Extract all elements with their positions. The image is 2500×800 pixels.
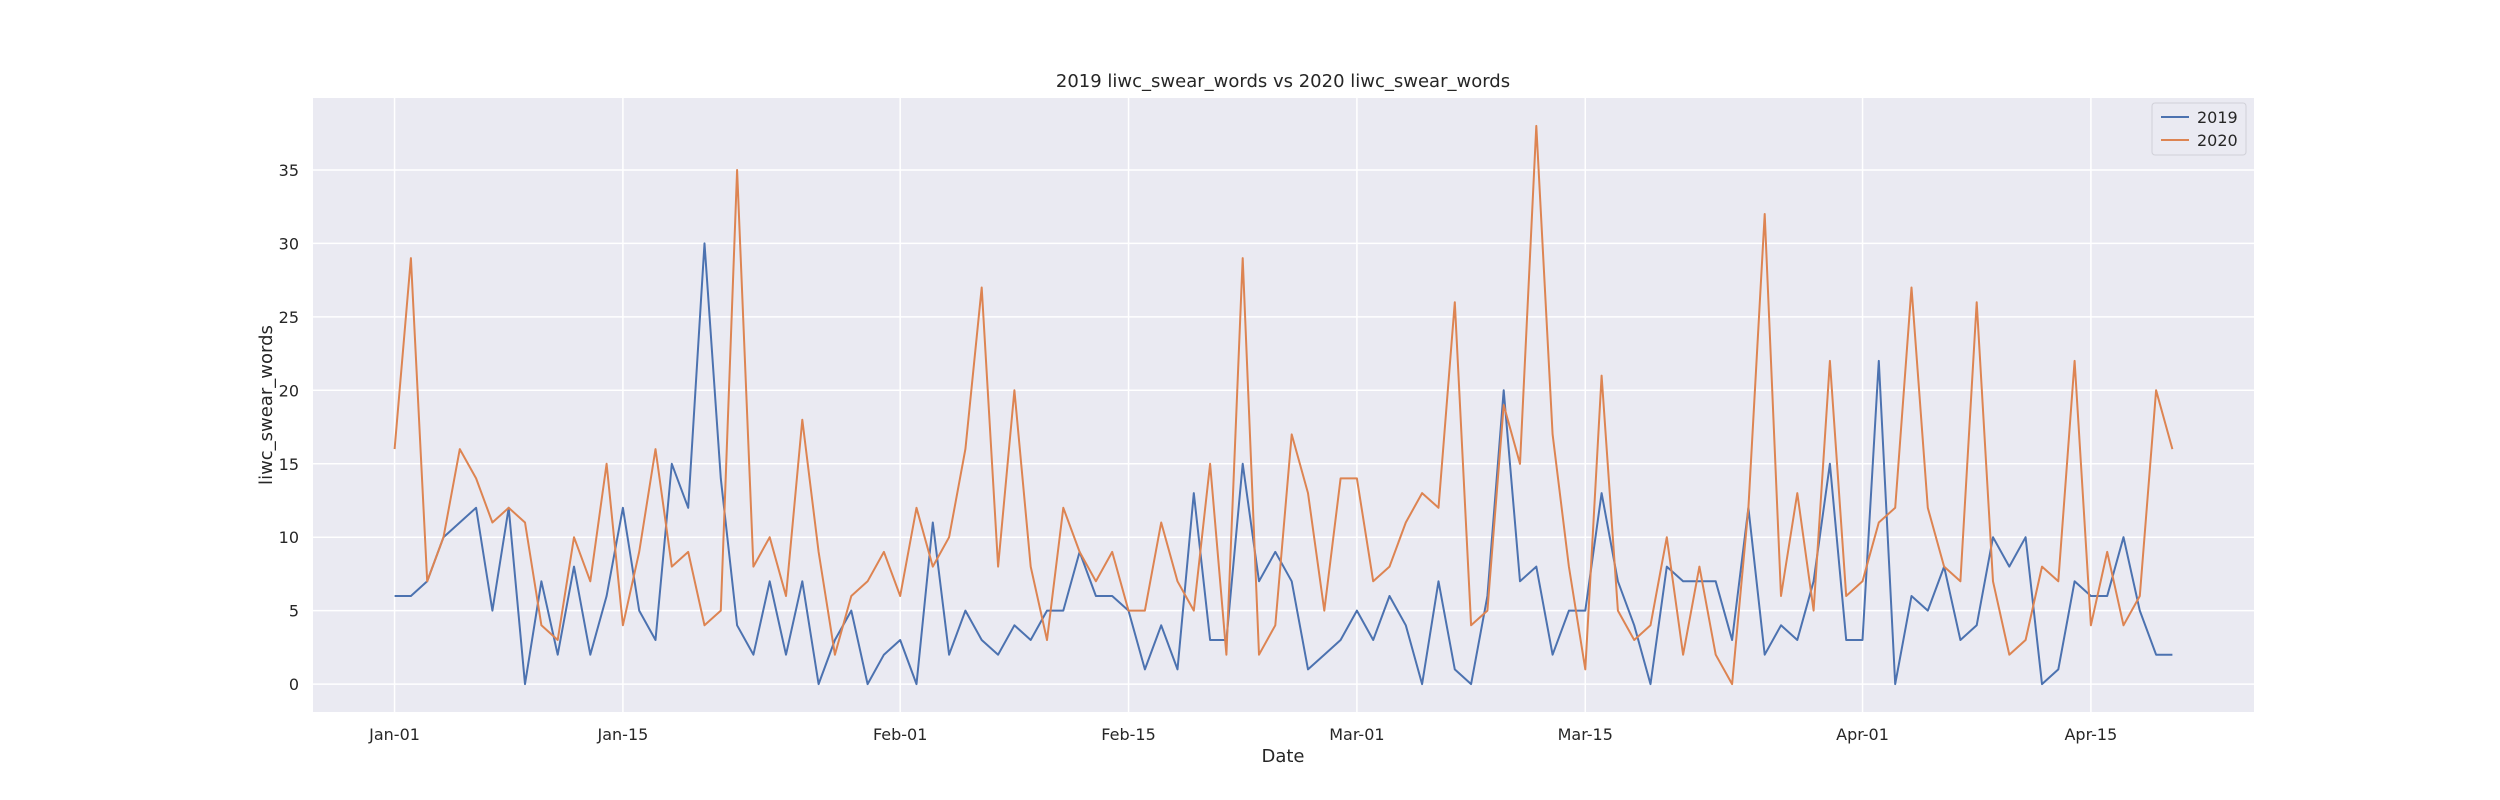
x-axis-label: Date: [1261, 746, 1304, 767]
y-tick-label: 0: [289, 675, 299, 694]
y-tick-label: 10: [279, 528, 299, 547]
x-axis-ticks: Jan-01 Jan-15 Feb-01 Feb-15 Mar-01 Mar-15 Apr-…: [368, 725, 2117, 744]
x-tick-label: Apr-15: [2064, 725, 2117, 744]
x-tick-label: Jan-15: [597, 725, 649, 744]
x-tick-label: Mar-01: [1329, 725, 1384, 744]
y-axis-label: liwc_swear_words: [256, 325, 277, 485]
y-tick-label: 15: [279, 455, 299, 474]
y-tick-label: 20: [279, 381, 299, 400]
series-line-2020: [393, 124, 2174, 686]
y-tick-label: 30: [279, 234, 299, 253]
y-tick-label: 35: [279, 161, 299, 180]
series-lines: [393, 124, 2174, 686]
legend-label-2020: 2020: [2197, 131, 2238, 150]
y-axis-ticks: 0 5 10 15 20 25 30 35: [279, 161, 299, 694]
x-tick-label: Apr-01: [1836, 725, 1889, 744]
chart-title: 2019 liwc_swear_words vs 2020 liwc_swear…: [1056, 71, 1510, 92]
legend: 2019 2020: [2151, 102, 2247, 156]
x-tick-label: Feb-01: [873, 725, 927, 744]
x-tick-label: Feb-15: [1101, 725, 1155, 744]
plot-area: [313, 98, 2254, 712]
x-tick-label: Jan-01: [368, 725, 420, 744]
series-line-2019: [394, 242, 2173, 686]
x-tick-label: Mar-15: [1558, 725, 1613, 744]
y-tick-label: 5: [289, 602, 299, 621]
y-tick-label: 25: [279, 308, 299, 327]
legend-label-2019: 2019: [2197, 108, 2238, 127]
